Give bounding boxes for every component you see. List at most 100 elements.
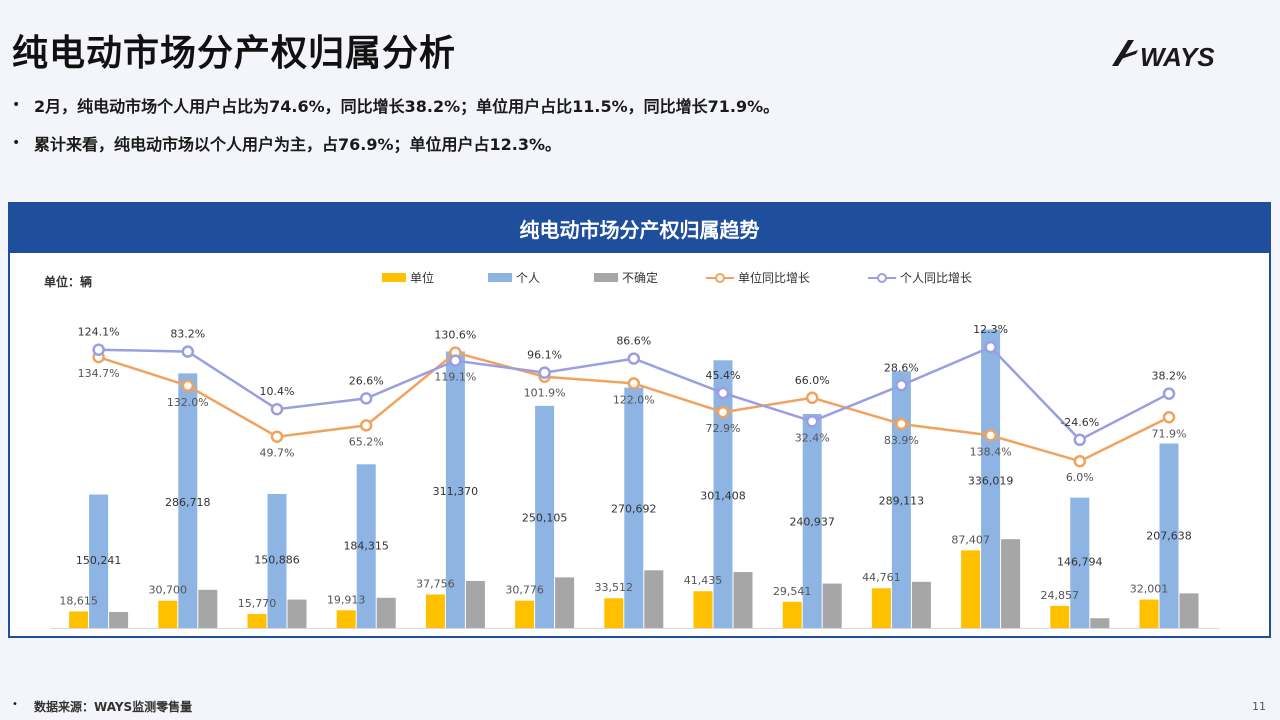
unit-yoy-point	[1073, 454, 1087, 468]
personal-yoy-point	[895, 379, 908, 392]
unit-yoy-label: 12.3%	[973, 323, 1008, 336]
bar-unit	[1050, 605, 1070, 628]
bar-unknown	[198, 589, 218, 628]
unit-yoy-point	[805, 391, 819, 405]
bar-personal	[1159, 443, 1179, 628]
personal-yoy-label: 65.2%	[349, 435, 384, 448]
bar-label-personal: 289,113	[879, 495, 925, 508]
personal-yoy-label: 49.7%	[260, 447, 295, 460]
bar-label-personal: 184,315	[343, 539, 389, 552]
bar-unit	[871, 588, 891, 628]
legend-label: 个人	[516, 271, 540, 285]
bar-label-personal: 286,718	[165, 496, 211, 509]
legend-label: 不确定	[622, 270, 658, 285]
chart-title: 纯电动市场分产权归属趋势	[10, 204, 1269, 253]
personal-yoy-label: 134.7%	[78, 367, 120, 380]
bar-label-personal: 270,692	[611, 503, 657, 516]
personal-yoy-label: 72.9%	[706, 422, 741, 435]
bar-personal	[267, 493, 287, 628]
bar-unknown	[1090, 618, 1110, 628]
summary-bullet: • 2月，纯电动市场个人用户占比为74.6%，同比增长38.2%；单位用户占比1…	[12, 94, 779, 116]
bar-unit	[336, 610, 356, 628]
bar-label-unit: 29,541	[773, 585, 812, 598]
bar-personal	[981, 329, 1001, 628]
unit-yoy-point	[716, 405, 730, 419]
unit-yoy-point	[895, 417, 908, 431]
bullet-marker: •	[12, 135, 21, 151]
legend-swatch	[382, 273, 406, 282]
bar-unknown	[376, 597, 396, 628]
legend-swatch	[488, 273, 512, 282]
unit-yoy-label: 86.6%	[616, 335, 651, 348]
bar-unknown	[822, 583, 842, 628]
bar-label-personal: 146,794	[1057, 555, 1103, 568]
bar-label-unit: 18,615	[59, 594, 98, 607]
bar-unknown	[287, 599, 307, 628]
bar-unit	[69, 611, 89, 628]
bar-personal	[535, 405, 555, 628]
bar-label-personal: 301,408	[700, 489, 746, 502]
unit-yoy-label: 28.6%	[884, 361, 919, 374]
unit-yoy-label: 96.1%	[527, 349, 562, 362]
bar-label-unit: 30,700	[149, 584, 188, 597]
unit-yoy-point	[181, 379, 195, 393]
bar-unit	[158, 600, 178, 628]
personal-yoy-point	[805, 415, 819, 428]
bar-unit	[425, 594, 445, 628]
summary-bullet: • 累计来看，纯电动市场以个人用户为主，占76.9%；单位用户占12.3%。	[12, 132, 779, 154]
personal-yoy-point	[627, 352, 641, 365]
bar-unknown	[465, 580, 485, 628]
legend-swatch	[594, 273, 618, 282]
personal-yoy-point	[538, 366, 551, 379]
bar-label-unit: 33,512	[595, 581, 634, 594]
bar-unit	[961, 550, 981, 628]
bar-label-unit: 44,761	[862, 571, 901, 584]
legend-marker	[877, 273, 887, 283]
bar-label-personal: 250,105	[522, 511, 568, 524]
legend-label: 单位	[410, 270, 434, 285]
bar-personal	[89, 494, 109, 628]
bar-personal	[802, 413, 822, 628]
legend-marker	[715, 273, 725, 283]
bar-label-personal: 240,937	[789, 515, 835, 528]
bar-label-personal: 150,886	[254, 554, 300, 567]
bar-unknown	[1179, 593, 1199, 628]
bullet-marker: •	[12, 97, 21, 113]
bar-unknown	[911, 581, 931, 628]
unit-yoy-label: 45.4%	[706, 369, 741, 382]
personal-yoy-point	[270, 402, 284, 416]
bar-personal	[356, 464, 376, 628]
legend-label: 单位同比增长	[738, 270, 810, 285]
bar-personal	[1070, 497, 1090, 628]
personal-yoy-label: 132.0%	[167, 396, 209, 409]
unit-yoy-label: 66.0%	[795, 374, 830, 387]
bar-personal	[178, 373, 198, 628]
data-source-note: 数据来源：WAYS监测零售量	[34, 700, 193, 714]
bar-label-personal: 150,241	[76, 554, 122, 567]
personal-yoy-label: 71.9%	[1152, 427, 1187, 440]
bar-unknown	[1001, 539, 1021, 628]
bar-label-unit: 87,407	[951, 533, 990, 546]
personal-yoy-point	[92, 343, 105, 356]
bar-label-unit: 15,770	[238, 597, 277, 610]
bar-unit	[247, 613, 267, 628]
logo-mark-icon	[1112, 40, 1134, 66]
bar-unit	[515, 600, 535, 628]
bar-personal	[624, 387, 644, 628]
personal-yoy-label: 6.0%	[1066, 471, 1094, 484]
summary-bullet-text: 2月，纯电动市场个人用户占比为74.6%，同比增长38.2%；单位用户占比11.…	[34, 97, 780, 116]
unit-yoy-label: 83.2%	[170, 328, 205, 341]
unit-yoy-label: 10.4%	[260, 385, 295, 398]
personal-yoy-point	[716, 386, 730, 400]
chart-panel: 纯电动市场分产权归属趋势 单位：辆单位个人不确定单位同比增长个人同比增长2月3月…	[8, 202, 1271, 638]
page-number: 11	[1252, 700, 1266, 713]
summary-bullets: • 2月，纯电动市场个人用户占比为74.6%，同比增长38.2%；单位用户占比1…	[12, 94, 779, 170]
unit-label: 单位：辆	[44, 274, 92, 289]
summary-bullet-text: 累计来看，纯电动市场以个人用户为主，占76.9%；单位用户占12.3%。	[34, 135, 562, 154]
personal-yoy-point	[181, 345, 195, 358]
unit-yoy-point	[1162, 411, 1176, 424]
personal-yoy-label: 83.9%	[884, 434, 919, 447]
unit-yoy-label: 26.6%	[349, 374, 384, 387]
personal-yoy-point	[449, 354, 462, 367]
personal-yoy-point	[359, 392, 373, 405]
